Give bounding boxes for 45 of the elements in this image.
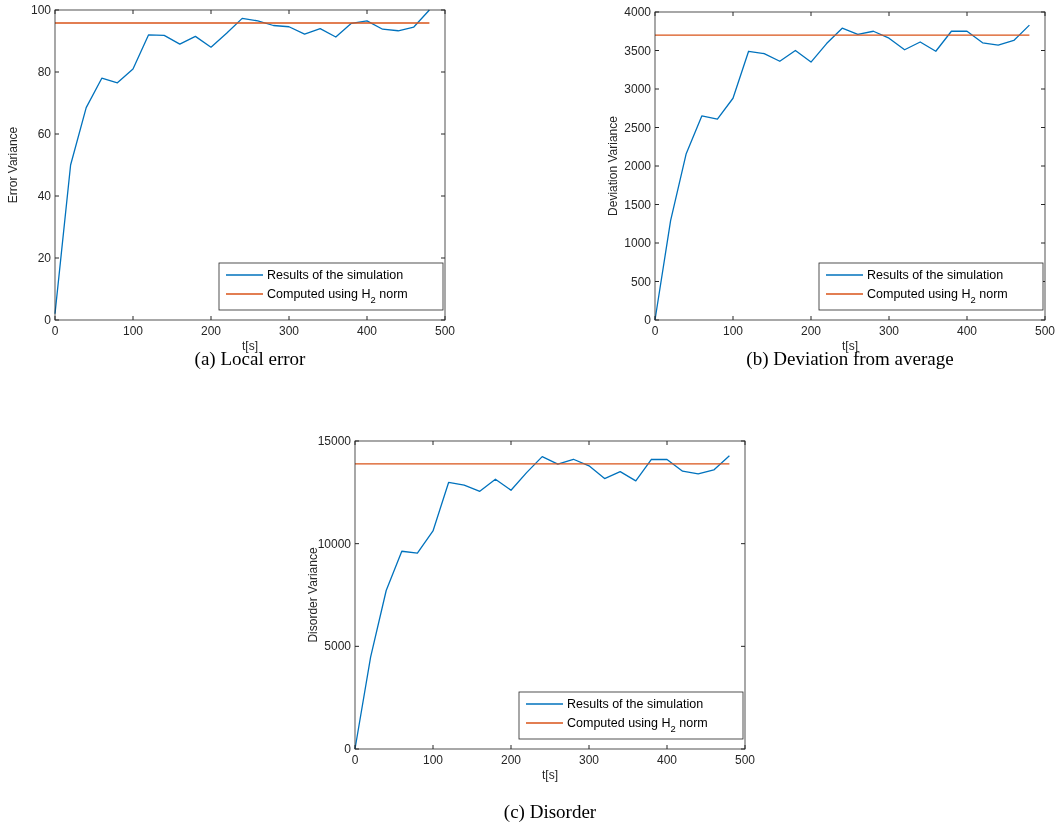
y-tick-label: 0 <box>344 742 352 756</box>
x-axis-title: t[s] <box>541 768 559 782</box>
x-tick-label: 200 <box>500 753 522 767</box>
y-tick-label: 4000 <box>624 5 652 19</box>
legend-label: Computed using H$_{2}$ norm <box>567 716 708 734</box>
x-tick-label: 400 <box>356 324 378 338</box>
y-tick-label: 3500 <box>624 43 652 58</box>
y-tick-label: 10000 <box>317 536 352 551</box>
x-tick-label: 300 <box>278 324 300 338</box>
x-tick-label: 100 <box>722 324 744 338</box>
y-tick-label: 80 <box>37 65 52 79</box>
y-tick-label: 0 <box>644 313 652 327</box>
x-tick-label: 200 <box>800 324 822 338</box>
y-tick-label: 500 <box>630 274 652 289</box>
y-tick-label: 2000 <box>624 159 652 173</box>
legend-label: Computed using H$_{2}$ norm <box>267 287 408 305</box>
y-tick-label: 15000 <box>317 434 352 448</box>
x-tick-label: 200 <box>200 324 222 338</box>
x-tick-label: 100 <box>422 753 444 767</box>
x-tick-label: 300 <box>578 753 600 767</box>
text: (c) Disorder <box>503 801 597 823</box>
legend-label: Results of the simulation <box>867 268 1004 282</box>
x-tick-label: 400 <box>656 753 678 767</box>
legend-label: Results of the simulation <box>267 268 404 282</box>
y-tick-label: 100 <box>30 3 52 17</box>
x-tick-label: 500 <box>734 753 756 767</box>
y-axis-title: Disorder Variance <box>306 547 320 643</box>
x-tick-label: 100 <box>122 324 144 338</box>
y-tick-label: 20 <box>37 251 52 265</box>
y-axis-title: Error Variance <box>6 126 20 204</box>
y-axis-title: Deviation Variance <box>606 115 620 216</box>
x-tick-label: 500 <box>434 324 456 338</box>
x-tick-label: 500 <box>1034 324 1056 338</box>
x-tick-label: 300 <box>878 324 900 338</box>
y-tick-label: 1000 <box>624 236 652 250</box>
x-tick-label: 400 <box>956 324 978 338</box>
legend-label: Results of the simulation <box>567 697 704 711</box>
y-tick-label: 40 <box>37 189 52 203</box>
y-tick-label: 1500 <box>624 197 652 212</box>
y-tick-label: 60 <box>37 127 52 141</box>
y-tick-label: 3000 <box>624 82 652 96</box>
legend-label: Computed using H$_{2}$ norm <box>867 287 1008 305</box>
y-tick-label: 5000 <box>324 639 352 654</box>
y-tick-label: 2500 <box>624 120 652 135</box>
y-tick-label: 0 <box>44 313 52 327</box>
